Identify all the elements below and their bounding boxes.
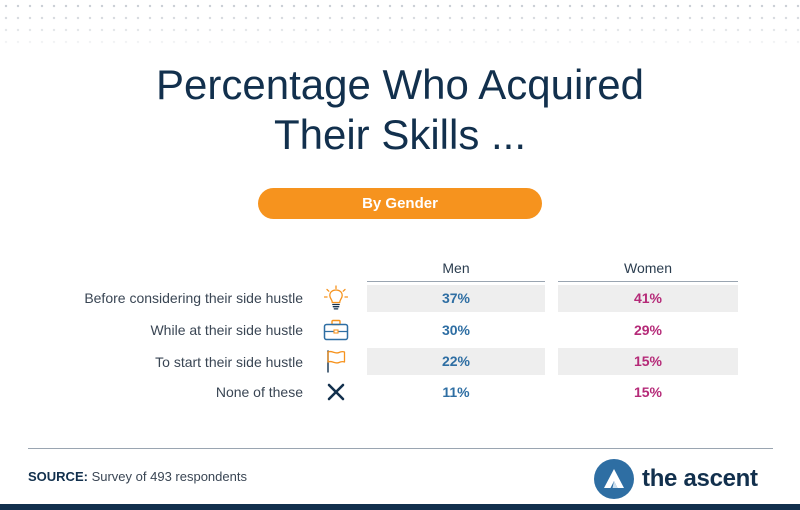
chart-title: Percentage Who Acquired Their Skills ... — [0, 60, 800, 160]
column-header-men: Men — [442, 260, 470, 276]
source-note: SOURCE: Survey of 493 respondents — [28, 469, 247, 484]
row-label: To start their side hustle — [155, 354, 303, 370]
dot-pattern-background — [0, 0, 800, 52]
men-value: 30% — [441, 322, 471, 338]
column-underline-women — [558, 281, 738, 282]
the-ascent-logo: the ascent — [594, 458, 758, 500]
row-label: Before considering their side hustle — [84, 290, 303, 306]
title-line-2: Their Skills ... — [273, 111, 527, 158]
women-value: 41% — [558, 285, 738, 312]
column-underline-men — [367, 281, 545, 282]
bottom-bar — [0, 504, 800, 510]
footer-divider — [28, 448, 773, 449]
men-value: 37% — [367, 285, 545, 312]
men-value: 22% — [367, 348, 545, 375]
source-text: Survey of 493 respondents — [91, 469, 247, 484]
briefcase-icon — [323, 317, 349, 343]
lightbulb-icon — [323, 285, 349, 311]
row-label: None of these — [215, 384, 303, 400]
women-value: 15% — [633, 384, 663, 400]
logo-text: the ascent — [642, 465, 758, 492]
column-header-women: Women — [624, 260, 672, 276]
men-value: 11% — [442, 384, 470, 400]
women-value: 29% — [633, 322, 663, 338]
women-value: 15% — [558, 348, 738, 375]
ascent-logo-icon — [594, 459, 634, 499]
title-line-1: Percentage Who Acquired — [156, 61, 644, 108]
subtitle-pill: By Gender — [258, 188, 542, 219]
row-label: While at their side hustle — [150, 322, 303, 338]
x-icon — [323, 379, 349, 405]
source-label: SOURCE: — [28, 469, 88, 484]
flag-icon — [323, 348, 349, 374]
